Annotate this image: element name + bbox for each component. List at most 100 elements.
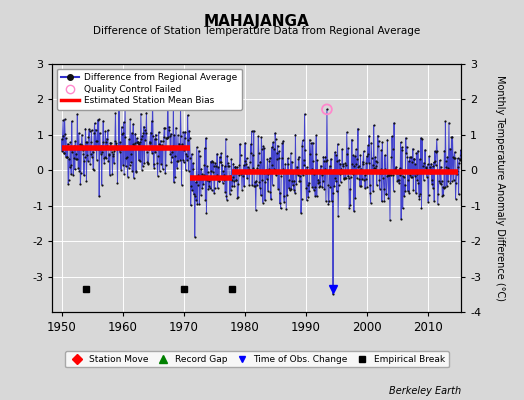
Point	[285, 185, 293, 191]
Point	[205, 178, 213, 184]
Point	[362, 160, 370, 167]
Point	[442, 163, 451, 170]
Point	[72, 150, 81, 157]
Point	[213, 150, 221, 157]
Point	[297, 210, 305, 216]
Point	[205, 183, 214, 190]
Point	[247, 150, 255, 156]
Point	[150, 136, 159, 142]
Point	[149, 133, 157, 140]
Point	[359, 148, 368, 154]
Point	[279, 193, 288, 200]
Point	[299, 172, 307, 178]
Point	[173, 158, 182, 164]
Point	[216, 159, 225, 166]
Point	[167, 130, 175, 137]
Point	[249, 164, 257, 171]
Point	[194, 148, 203, 154]
Point	[437, 181, 445, 187]
Point	[314, 178, 323, 185]
Point	[260, 145, 269, 151]
Point	[130, 140, 139, 146]
Point	[330, 183, 338, 190]
Point	[384, 172, 392, 178]
Point	[74, 130, 83, 136]
Point	[361, 185, 369, 192]
Point	[258, 176, 267, 183]
Point	[357, 166, 366, 172]
Point	[178, 141, 186, 148]
Point	[359, 161, 367, 168]
Point	[241, 158, 249, 165]
Point	[166, 150, 174, 157]
Point	[454, 191, 463, 198]
Point	[278, 140, 287, 146]
Point	[83, 152, 92, 158]
Point	[233, 164, 241, 170]
Point	[329, 291, 337, 298]
Point	[307, 140, 315, 147]
Point	[76, 181, 84, 188]
Point	[82, 139, 90, 145]
Point	[158, 144, 167, 150]
Point	[452, 171, 461, 178]
Point	[293, 170, 302, 176]
Point	[300, 162, 308, 168]
Point	[305, 136, 314, 143]
Point	[454, 164, 462, 170]
Point	[99, 118, 107, 124]
Point	[252, 178, 260, 184]
Point	[414, 180, 423, 186]
Point	[277, 205, 285, 212]
Point	[216, 159, 224, 165]
Point	[256, 184, 264, 191]
Point	[172, 124, 180, 131]
Point	[235, 162, 244, 168]
Point	[350, 208, 358, 214]
Point	[430, 198, 439, 204]
Point	[134, 140, 142, 146]
Point	[414, 148, 422, 154]
Point	[225, 174, 234, 180]
Point	[310, 171, 319, 177]
Point	[248, 182, 256, 188]
Point	[170, 132, 179, 138]
Point	[288, 177, 297, 184]
Point	[86, 151, 95, 157]
Point	[147, 118, 156, 124]
Point	[230, 183, 238, 190]
Point	[386, 168, 395, 174]
Point	[368, 168, 376, 174]
Point	[176, 144, 184, 150]
Text: Difference of Station Temperature Data from Regional Average: Difference of Station Temperature Data f…	[93, 26, 420, 36]
Point	[403, 154, 411, 160]
Point	[350, 163, 358, 169]
Point	[110, 160, 118, 166]
Point	[250, 183, 258, 189]
Point	[402, 150, 410, 156]
Point	[381, 152, 389, 158]
Point	[440, 147, 449, 154]
Point	[386, 217, 394, 223]
Point	[184, 137, 192, 143]
Point	[319, 178, 327, 184]
Point	[80, 158, 89, 165]
Point	[370, 165, 378, 171]
Point	[155, 141, 163, 147]
Point	[374, 132, 382, 139]
Point	[253, 182, 261, 188]
Point	[174, 158, 183, 164]
Point	[267, 196, 275, 202]
Point	[244, 166, 253, 172]
Point	[140, 123, 148, 130]
Point	[328, 198, 336, 204]
Point	[338, 146, 346, 152]
Point	[130, 141, 138, 148]
Point	[253, 165, 261, 172]
Point	[91, 126, 100, 133]
Point	[387, 154, 396, 161]
Point	[435, 157, 444, 164]
Point	[178, 157, 187, 163]
Point	[74, 164, 82, 171]
Point	[416, 190, 424, 197]
